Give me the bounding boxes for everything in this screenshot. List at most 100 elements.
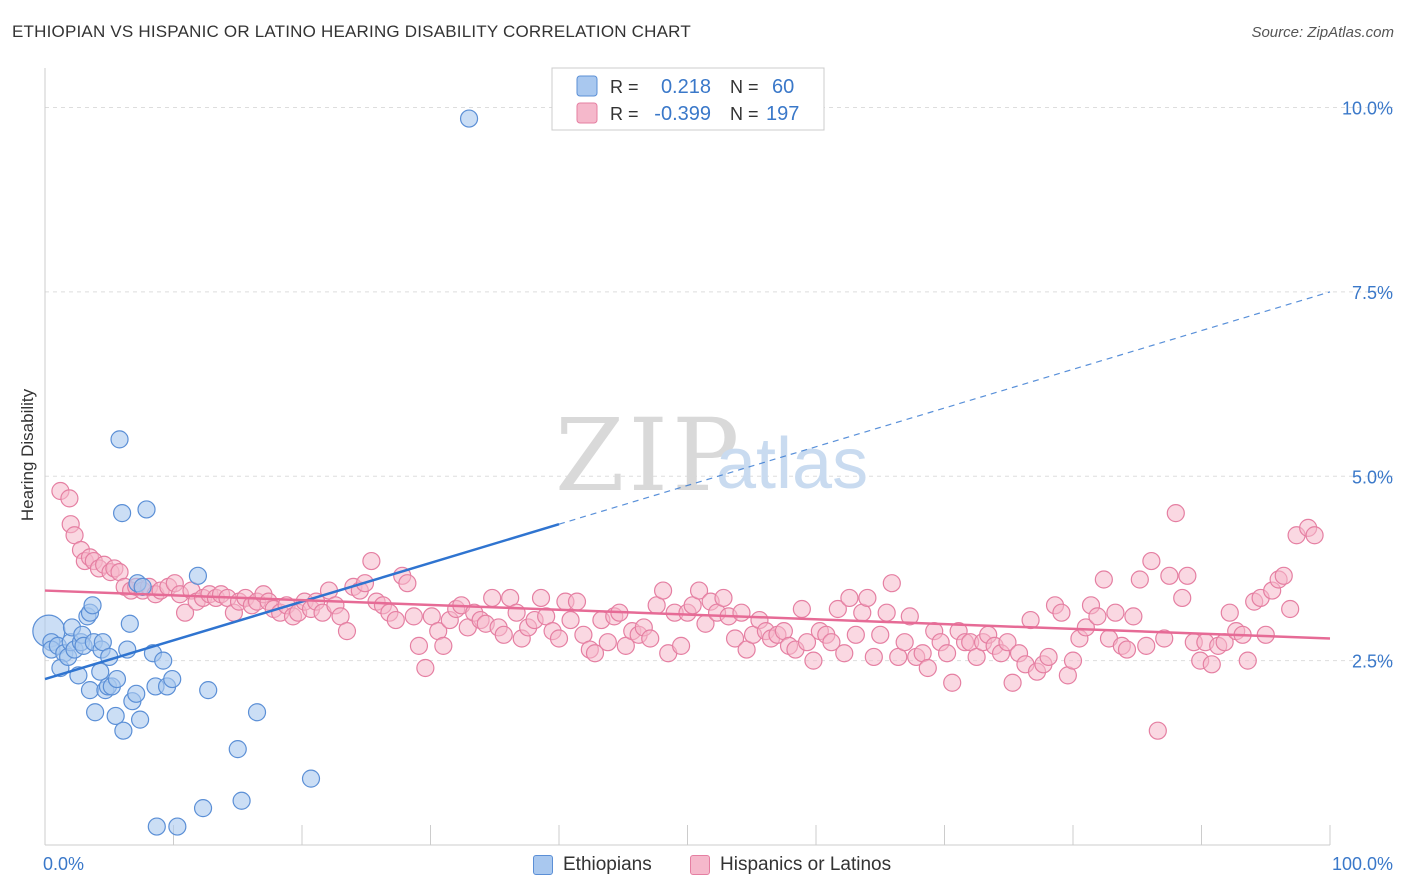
ethiopian-point [154, 651, 173, 670]
x-tick-label: 100.0% [1332, 854, 1393, 874]
hispanic-point [1274, 566, 1293, 585]
legend-n-label-2: N = [730, 104, 759, 124]
hispanic-point [1160, 566, 1179, 585]
legend-r-label-1: R = [610, 77, 639, 97]
hispanic-point [864, 647, 883, 667]
tick-labels: 2.5% 5.0% 7.5% 10.0% 0.0% 100.0% [43, 99, 1393, 875]
hispanic-point [653, 581, 673, 600]
hispanic-point [531, 588, 551, 608]
legend-n-label-1: N = [730, 77, 759, 97]
axes [44, 68, 1331, 846]
legend-swatch-ethiopians-bottom [533, 855, 553, 875]
hispanic-points [51, 481, 1324, 740]
hispanic-point [386, 610, 405, 630]
hispanic-point [1155, 629, 1174, 648]
hispanic-point [409, 636, 429, 655]
hispanic-point [835, 644, 854, 663]
hispanic-point [792, 599, 811, 619]
hispanic-point [561, 610, 580, 630]
ethiopian-trend-extension [558, 291, 1331, 525]
hispanic-point [882, 574, 901, 593]
hispanic-point [1305, 526, 1324, 545]
hispanic-point [1130, 570, 1149, 589]
watermark-zip: ZIP [555, 397, 743, 514]
legend-swatch-hispanics-bottom [690, 855, 710, 875]
hispanic-point [1039, 647, 1058, 667]
ethiopian-point [110, 430, 129, 449]
hispanic-point [1076, 618, 1095, 637]
ethiopian-points [32, 109, 479, 836]
legend-r-value-2: -0.399 [654, 103, 711, 125]
hispanic-point [1238, 651, 1257, 670]
hispanic-point [840, 588, 859, 608]
ethiopian-point [301, 769, 321, 788]
hispanic-point [1178, 566, 1197, 585]
y-tick-label: 10.0% [1342, 99, 1393, 119]
hispanic-point [60, 489, 79, 508]
source-label: Source: ZipAtlas.com [1251, 24, 1394, 41]
hispanic-point [1137, 636, 1156, 655]
legend-r-value-1: 0.218 [661, 76, 711, 98]
ethiopian-point [120, 614, 139, 633]
ethiopian-point [86, 703, 105, 722]
ethiopian-point [114, 721, 133, 740]
hispanic-point [549, 629, 569, 648]
hispanic-point [362, 551, 381, 571]
hispanic-point [494, 625, 513, 644]
hispanic-point [918, 658, 937, 678]
ethiopian-point [459, 109, 479, 128]
hispanic-point [804, 651, 823, 670]
ethiopian-point [168, 817, 187, 836]
ethiopian-point [106, 706, 125, 726]
hispanic-point [175, 603, 195, 622]
ethiopian-point [188, 566, 208, 585]
legend-swatch-hispanics [576, 102, 598, 124]
ethiopian-point [83, 596, 102, 615]
hispanic-point [1202, 655, 1221, 674]
correlation-legend: R = 0.218 N = 60 R = -0.399 N = 197 [551, 67, 825, 131]
hispanic-point [483, 588, 502, 608]
legend-item-hispanics: Hispanics or Latinos [690, 850, 891, 880]
hispanic-point [1173, 588, 1192, 608]
y-tick-label: 7.5% [1352, 283, 1393, 303]
ethiopian-point [130, 710, 150, 729]
ethiopian-point [127, 684, 146, 703]
hispanic-point [732, 603, 751, 622]
legend-label-hispanics: Hispanics or Latinos [720, 854, 892, 875]
ethiopian-point [107, 669, 127, 689]
hispanic-point [877, 603, 896, 622]
hispanic-point [1117, 640, 1137, 659]
legend-item-ethiopians: Ethiopians [533, 850, 652, 880]
ethiopian-point [199, 681, 218, 700]
hispanic-point [846, 625, 865, 644]
hispanic-point [797, 633, 817, 652]
y-axis-label: Hearing Disability [18, 388, 37, 521]
ethiopian-point [137, 500, 156, 519]
ethiopian-trend-line [44, 522, 560, 681]
hispanic-point [895, 633, 914, 652]
hispanic-point [1052, 603, 1071, 622]
hispanic-point [1281, 599, 1300, 619]
hispanic-point [1124, 607, 1143, 626]
chart-title: ETHIOPIAN VS HISPANIC OR LATINO HEARING … [12, 22, 691, 41]
hispanic-point [1094, 570, 1113, 589]
hispanic-point [900, 607, 919, 626]
hispanic-point [337, 622, 357, 641]
ethiopian-point [228, 740, 247, 759]
hispanic-point [1088, 607, 1107, 626]
ethiopian-point [247, 703, 267, 722]
hispanic-point [567, 592, 587, 611]
watermark-atlas: atlas [716, 424, 868, 504]
legend-swatch-ethiopians [576, 75, 598, 97]
ethiopian-point [232, 791, 251, 810]
legend-n-value-1: 60 [772, 76, 794, 98]
y-tick-label: 2.5% [1352, 652, 1393, 672]
hispanic-point [714, 588, 733, 608]
ethiopian-point [193, 799, 213, 818]
hispanic-point [416, 658, 435, 678]
legend-label-ethiopians: Ethiopians [563, 854, 652, 875]
y-tick-label: 5.0% [1352, 467, 1393, 487]
hispanic-point [937, 644, 957, 663]
hispanic-point [1003, 673, 1022, 692]
watermark: ZIP atlas [555, 397, 868, 514]
